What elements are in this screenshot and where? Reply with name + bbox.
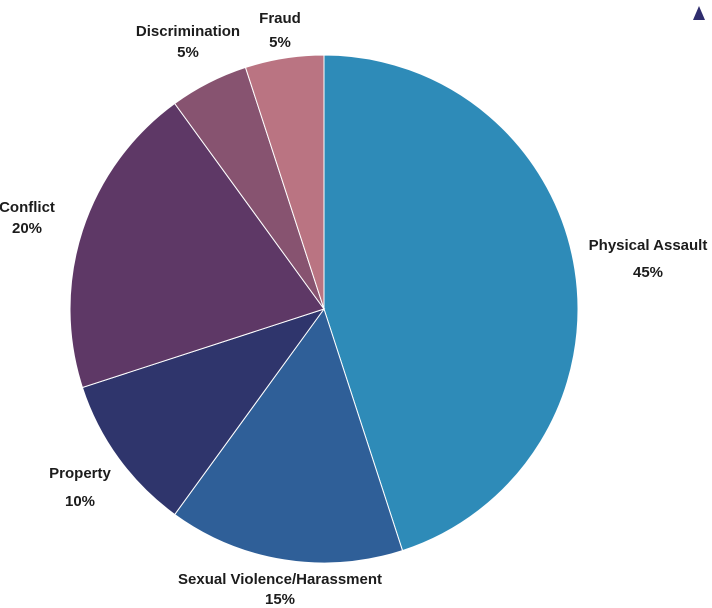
slice-label-fraud: Fraud — [259, 10, 301, 27]
pie-slice-physical-assault — [323, 54, 579, 552]
slice-value-conflict: 20% — [12, 220, 42, 237]
pie-slice-conflict — [69, 102, 325, 389]
slice-label-discrimination: Discrimination — [136, 23, 240, 40]
slice-value-discrimination: 5% — [177, 44, 199, 61]
slice-value-physical-assault: 45% — [633, 264, 663, 281]
pie-slice-property — [81, 308, 326, 516]
slice-value-fraud: 5% — [269, 34, 291, 51]
slice-label-physical-assault: Physical Assault — [589, 237, 708, 254]
pie-slice-fraud — [244, 54, 325, 310]
slice-label-property: Property — [49, 465, 111, 482]
slice-value-sexual-violence-harassment: 15% — [265, 591, 295, 608]
pie-slices — [69, 54, 579, 564]
slice-label-conflict: Conflict — [0, 199, 55, 216]
pie-labels: Physical Assault 45% Sexual Violence/Haras… — [0, 10, 707, 608]
slice-value-property: 10% — [65, 493, 95, 510]
slice-label-sexual-violence-harassment: Sexual Violence/Harassment — [178, 571, 382, 588]
pie-slice-sexual-violence-harassment — [174, 307, 404, 564]
corner-triangle-mark — [693, 6, 705, 20]
